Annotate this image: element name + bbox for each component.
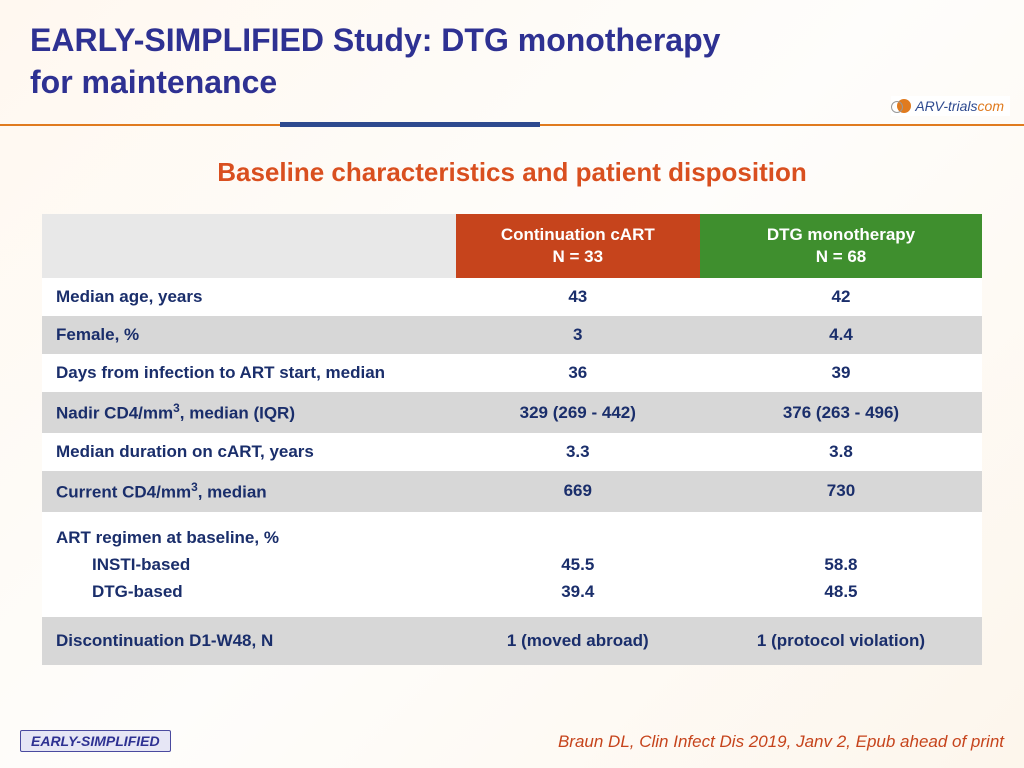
cell-a: 1 (moved abroad) xyxy=(456,617,700,665)
row-label: Current CD4/mm3, median xyxy=(42,471,456,512)
cell-a: 36 xyxy=(456,354,700,392)
row-label: Median duration on cART, years xyxy=(42,433,456,471)
table-row-multi: ART regimen at baseline, % INSTI-based D… xyxy=(42,512,982,618)
site-logo: ARV-trialscom xyxy=(891,96,1010,116)
row-label: Days from infection to ART start, median xyxy=(42,354,456,392)
baseline-table: Continuation cART N = 33 DTG monotherapy… xyxy=(42,214,982,665)
table-row: Median age, years 43 42 xyxy=(42,278,982,316)
table-row: Median duration on cART, years 3.3 3.8 xyxy=(42,433,982,471)
cell-b: 730 xyxy=(700,471,982,512)
header-col-b: DTG monotherapy N = 68 xyxy=(700,214,982,278)
row-label: Discontinuation D1-W48, N xyxy=(42,617,456,665)
slide-subtitle: Baseline characteristics and patient dis… xyxy=(0,157,1024,188)
cell-b: 42 xyxy=(700,278,982,316)
cell-b-multi: 58.8 48.5 xyxy=(700,512,982,618)
cell-a-multi: 45.5 39.4 xyxy=(456,512,700,618)
table-body: Median age, years 43 42 Female, % 3 4.4 … xyxy=(42,278,982,665)
table-row: Female, % 3 4.4 xyxy=(42,316,982,354)
divider-blue xyxy=(280,122,540,127)
row-label: Median age, years xyxy=(42,278,456,316)
logo-text: ARV-trialscom xyxy=(915,98,1004,114)
cell-b: 4.4 xyxy=(700,316,982,354)
cell-a: 3.3 xyxy=(456,433,700,471)
row-label-multi: ART regimen at baseline, % INSTI-based D… xyxy=(42,512,456,618)
study-tag: EARLY-SIMPLIFIED xyxy=(20,730,171,752)
title-line-2: for maintenance xyxy=(30,64,277,100)
slide-header: EARLY-SIMPLIFIED Study: DTG monotherapy … xyxy=(0,0,1024,113)
slide-footer: EARLY-SIMPLIFIED Braun DL, Clin Infect D… xyxy=(0,730,1024,752)
cell-b: 3.8 xyxy=(700,433,982,471)
table-row: Nadir CD4/mm3, median (IQR) 329 (269 - 4… xyxy=(42,392,982,433)
table-row-last: Discontinuation D1-W48, N 1 (moved abroa… xyxy=(42,617,982,665)
cell-b: 1 (protocol violation) xyxy=(700,617,982,665)
row-label: Nadir CD4/mm3, median (IQR) xyxy=(42,392,456,433)
citation: Braun DL, Clin Infect Dis 2019, Janv 2, … xyxy=(558,732,1004,752)
header-col-a: Continuation cART N = 33 xyxy=(456,214,700,278)
table-row: Days from infection to ART start, median… xyxy=(42,354,982,392)
cell-a: 669 xyxy=(456,471,700,512)
cell-a: 329 (269 - 442) xyxy=(456,392,700,433)
cell-b: 39 xyxy=(700,354,982,392)
table-row: Current CD4/mm3, median 669 730 xyxy=(42,471,982,512)
table-header-row: Continuation cART N = 33 DTG monotherapy… xyxy=(42,214,982,278)
cell-a: 43 xyxy=(456,278,700,316)
cell-a: 3 xyxy=(456,316,700,354)
logo-icon xyxy=(897,99,911,113)
header-divider xyxy=(0,121,1024,129)
cell-b: 376 (263 - 496) xyxy=(700,392,982,433)
header-blank xyxy=(42,214,456,278)
row-label: Female, % xyxy=(42,316,456,354)
main-title: EARLY-SIMPLIFIED Study: DTG monotherapy … xyxy=(30,20,994,103)
title-line-1: EARLY-SIMPLIFIED Study: DTG monotherapy xyxy=(30,22,720,58)
baseline-table-wrap: Continuation cART N = 33 DTG monotherapy… xyxy=(42,214,982,665)
